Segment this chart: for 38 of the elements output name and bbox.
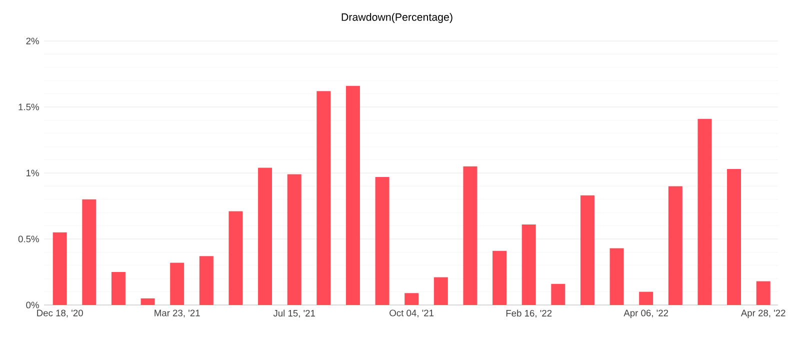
y-tick-label: 2% bbox=[26, 38, 39, 44]
bar bbox=[404, 293, 419, 305]
bar bbox=[199, 256, 214, 305]
x-tick-label: Apr 06, '22 bbox=[624, 310, 668, 318]
y-tick-label: 1.5% bbox=[18, 104, 39, 110]
bar bbox=[639, 292, 654, 305]
bar bbox=[698, 118, 712, 305]
x-tick-label: Jul 15, '21 bbox=[273, 310, 315, 318]
bar bbox=[756, 281, 770, 305]
bar bbox=[170, 262, 184, 305]
y-tick-label: 1% bbox=[26, 170, 39, 176]
bar bbox=[463, 166, 478, 305]
bar bbox=[258, 168, 272, 305]
x-tick-label: Mar 23, '21 bbox=[154, 310, 200, 318]
x-tick-label: Apr 28, '22 bbox=[740, 310, 786, 318]
bar bbox=[610, 248, 624, 305]
bar bbox=[522, 224, 536, 305]
bar bbox=[287, 174, 302, 305]
bar bbox=[434, 277, 448, 305]
chart-title: Drawdown(Percentage) bbox=[342, 13, 452, 23]
bar bbox=[228, 211, 243, 305]
x-tick-label: Oct 04, '21 bbox=[390, 310, 434, 318]
bar bbox=[316, 91, 331, 305]
bar bbox=[551, 284, 566, 305]
x-tick-label: Dec 18, '20 bbox=[37, 310, 83, 318]
bar bbox=[140, 298, 155, 305]
bar bbox=[492, 250, 507, 305]
bar bbox=[727, 169, 742, 305]
x-tick-label: Feb 16, '22 bbox=[506, 310, 552, 318]
bar bbox=[580, 195, 594, 305]
bar bbox=[111, 272, 126, 305]
bar bbox=[668, 186, 682, 305]
bar bbox=[52, 232, 67, 305]
bar bbox=[375, 176, 390, 305]
y-tick-label: 0.5% bbox=[18, 236, 39, 242]
bar bbox=[346, 86, 360, 305]
y-tick-label: 0% bbox=[26, 302, 39, 308]
bar bbox=[82, 199, 96, 305]
